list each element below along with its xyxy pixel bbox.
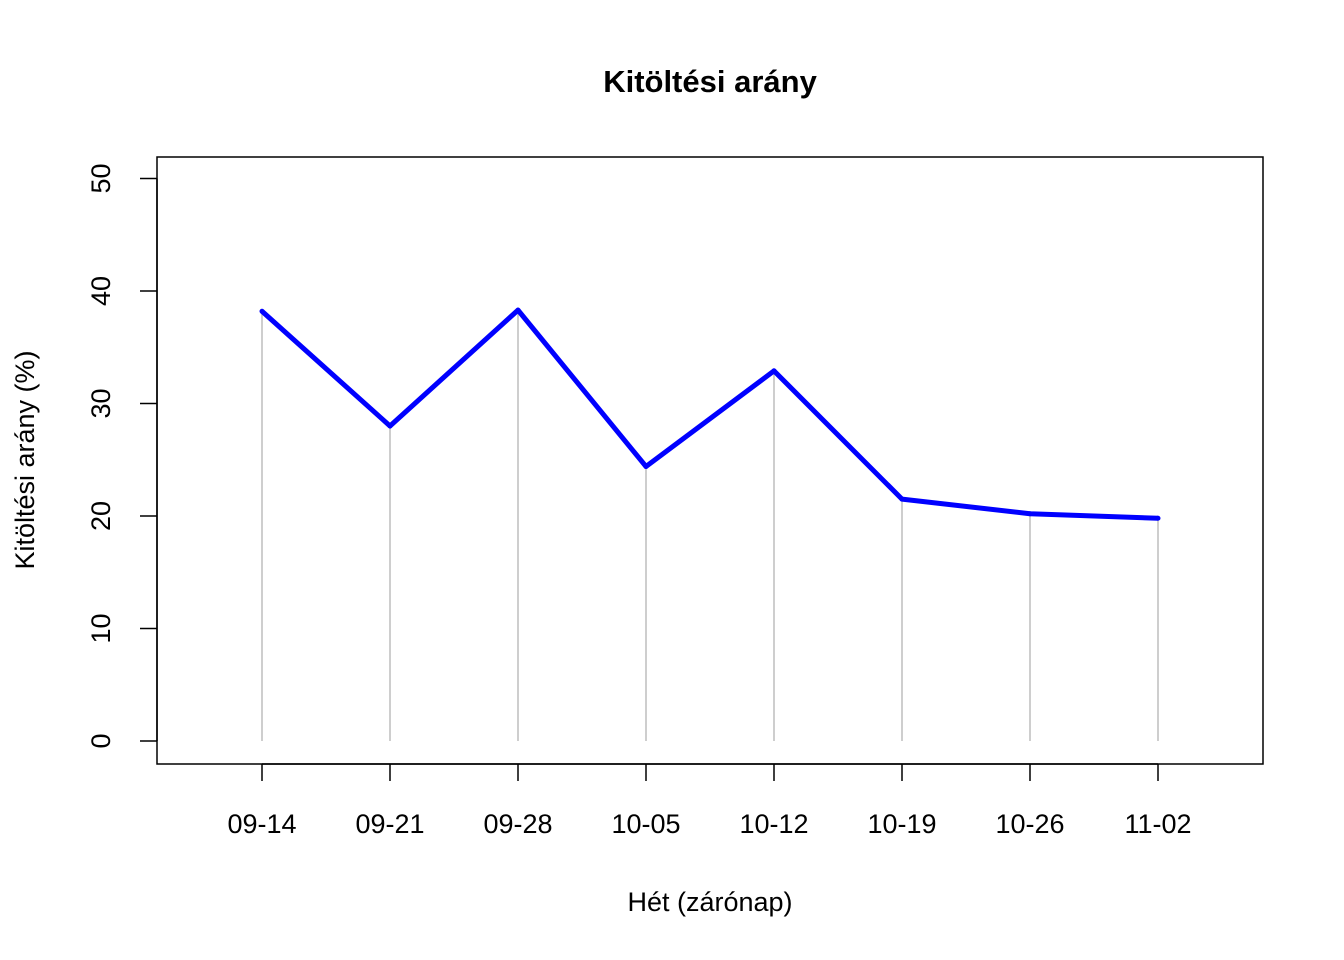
x-tick-label: 10-26 — [995, 809, 1064, 839]
data-point — [515, 307, 521, 313]
x-tick-label: 11-02 — [1124, 809, 1191, 839]
x-axis: 09-14 09-21 09-28 10-05 10-12 10-19 10-26 11-02 — [227, 763, 1192, 839]
data-point — [771, 368, 777, 374]
series-layer — [259, 307, 1161, 521]
x-tick-label: 10-05 — [611, 809, 680, 839]
data-point — [643, 464, 649, 469]
plot-frame — [156, 156, 1264, 765]
data-point — [899, 496, 905, 502]
y-axis: 0 10 20 30 40 50 — [86, 163, 158, 749]
drop-lines — [261, 310, 1159, 741]
x-axis-label: Hét (zárónap) — [627, 887, 792, 917]
data-point — [259, 308, 265, 314]
y-tick-label: 20 — [86, 501, 116, 531]
x-tick-label: 09-28 — [483, 809, 552, 839]
data-point — [1027, 511, 1033, 517]
x-tick-label: 10-12 — [739, 809, 808, 839]
chart-title: Kitöltési arány — [603, 64, 817, 99]
x-tick-label: 09-14 — [227, 809, 296, 839]
data-point — [1155, 515, 1161, 521]
y-tick-label: 30 — [86, 388, 116, 418]
data-point — [387, 423, 393, 429]
y-axis-label: Kitöltési arány (%) — [10, 350, 40, 569]
y-tick-label: 10 — [86, 613, 116, 643]
y-tick-label: 50 — [86, 163, 116, 193]
x-tick-label: 10-19 — [867, 809, 936, 839]
y-tick-label: 0 — [86, 733, 116, 748]
series-line — [260, 307, 1159, 521]
y-tick-label: 40 — [86, 276, 116, 306]
x-tick-label: 09-21 — [355, 809, 424, 839]
